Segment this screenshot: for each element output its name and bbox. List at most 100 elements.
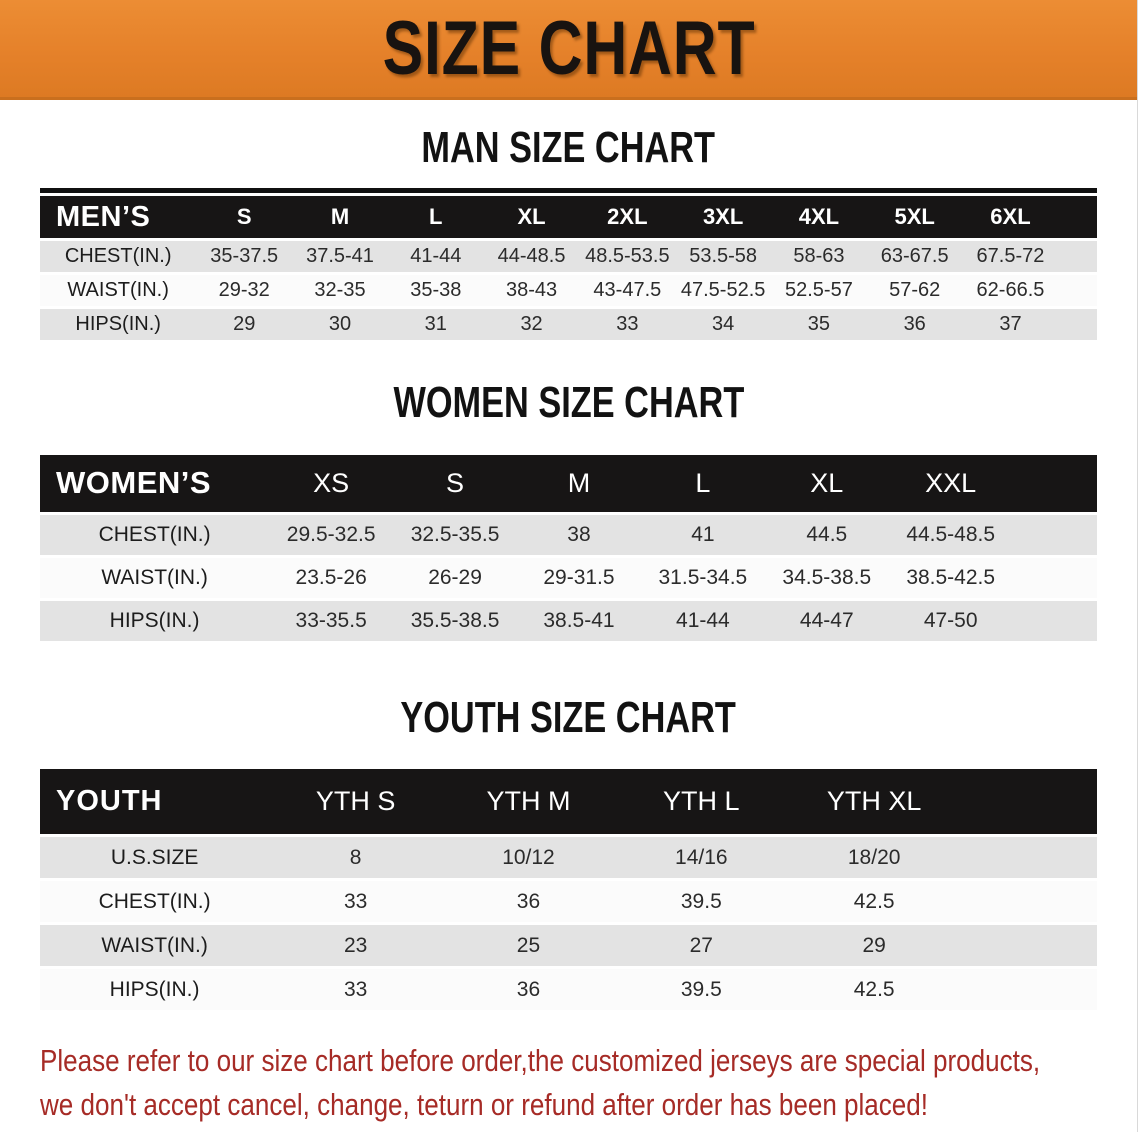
table-row: CHEST(IN.) 29.5-32.5 32.5-35.5 38 41 44.5 44.5…	[40, 514, 1097, 555]
row-filler	[1058, 241, 1097, 273]
data-cell: 38.5-42.5	[888, 557, 1013, 598]
column-header-2xl: 2XL	[579, 196, 676, 239]
column-header-m: M	[292, 196, 388, 239]
table-row: CHEST(IN.) 33 36 39.5 42.5	[40, 881, 1097, 923]
data-cell: 29-32	[196, 275, 293, 307]
data-cell: 32.5-35.5	[393, 514, 518, 555]
section-heading-women: WOMEN SIZE CHART	[0, 378, 1137, 427]
data-cell: 38-43	[483, 275, 580, 307]
data-cell: 33	[579, 309, 676, 341]
data-cell: 35	[771, 309, 867, 341]
table-body-women: CHEST(IN.) 29.5-32.5 32.5-35.5 38 41 44.5 44.5…	[40, 514, 1097, 641]
size-table-youth: YOUTH YTH S YTH M YTH L YTH XL U.S.SIZE 8 10/12…	[40, 766, 1097, 1013]
data-cell: 37.5-41	[292, 241, 388, 273]
data-cell: 33-35.5	[269, 600, 394, 641]
disclaimer: Please refer to our size chart before or…	[40, 1039, 1137, 1127]
data-cell: 29.5-32.5	[269, 514, 394, 555]
data-cell: 34	[675, 309, 772, 341]
column-header-s: S	[393, 454, 518, 512]
data-cell: 18/20	[787, 837, 961, 879]
data-cell: 29-31.5	[517, 557, 641, 598]
data-cell: 29	[196, 309, 293, 341]
row-filler	[1058, 309, 1097, 341]
corner-label-youth: YOUTH	[40, 769, 270, 835]
data-cell: 42.5	[787, 969, 961, 1011]
data-cell: 62-66.5	[962, 275, 1059, 307]
row-label: CHEST(IN.)	[40, 514, 270, 555]
disclaimer-line-2-text: we don't accept cancel, change, teturn o…	[40, 1087, 929, 1123]
table-row: WAIST(IN.) 23.5-26 26-29 29-31.5 31.5-34.5 34…	[40, 557, 1097, 598]
disclaimer-line-1: Please refer to our size chart before or…	[40, 1039, 1137, 1083]
table-row: U.S.SIZE 8 10/12 14/16 18/20	[40, 837, 1097, 879]
column-header-xs: XS	[269, 454, 394, 512]
row-filler	[960, 881, 1097, 923]
data-cell: 31.5-34.5	[640, 557, 765, 598]
column-header-3xl: 3XL	[675, 196, 772, 239]
disclaimer-line-1-text: Please refer to our size chart before or…	[40, 1043, 1041, 1079]
data-cell: 57-62	[866, 275, 963, 307]
data-cell: 8	[269, 837, 443, 879]
banner-title: SIZE CHART	[336, 5, 802, 91]
column-header-6xl: 6XL	[962, 196, 1059, 239]
table-row: CHEST(IN.) 35-37.5 37.5-41 41-44 44-48.5 48.5…	[40, 241, 1097, 273]
data-cell: 23	[269, 925, 443, 967]
row-filler	[1012, 600, 1097, 641]
size-table-women: WOMEN’S XS S M L XL XXL CHEST(IN.) 29.5-32.5 32.5…	[40, 452, 1097, 644]
data-cell: 36	[442, 881, 615, 923]
column-header-4xl: 4XL	[771, 196, 867, 239]
data-cell: 44-48.5	[483, 241, 580, 273]
data-cell: 44.5	[764, 514, 889, 555]
data-cell: 25	[442, 925, 615, 967]
section-women: WOMEN SIZE CHART WOMEN’S XS S M L XL XXL CHEST(I…	[0, 378, 1137, 644]
header-filler	[960, 769, 1097, 835]
row-label: U.S.SIZE	[40, 837, 270, 879]
data-cell: 37	[962, 309, 1059, 341]
header-filler	[1058, 196, 1097, 239]
data-cell: 44-47	[764, 600, 889, 641]
row-filler	[960, 969, 1097, 1011]
table-body-men: CHEST(IN.) 35-37.5 37.5-41 41-44 44-48.5 48.5…	[40, 241, 1097, 341]
section-men: MAN SIZE CHART MEN’S S M L XL 2XL 3XL 4XL 5XL 6XL C…	[0, 123, 1137, 343]
column-header-m: M	[517, 454, 641, 512]
column-header-yth-l: YTH L	[614, 769, 788, 835]
data-cell: 38.5-41	[517, 600, 641, 641]
data-cell: 35.5-38.5	[393, 600, 518, 641]
data-cell: 33	[269, 969, 443, 1011]
data-cell: 30	[292, 309, 388, 341]
data-cell: 36	[866, 309, 963, 341]
section-heading-men: MAN SIZE CHART	[0, 123, 1137, 172]
row-label: WAIST(IN.)	[40, 557, 270, 598]
data-cell: 32	[483, 309, 580, 341]
column-header-xxl: XXL	[888, 454, 1013, 512]
column-header-yth-s: YTH S	[269, 769, 443, 835]
data-cell: 52.5-57	[771, 275, 867, 307]
section-youth: YOUTH SIZE CHART YOUTH YTH S YTH M YTH L YTH …	[0, 693, 1137, 1013]
table-row: HIPS(IN.) 33-35.5 35.5-38.5 38.5-41 41-44 44-…	[40, 600, 1097, 641]
section-heading-youth: YOUTH SIZE CHART	[0, 693, 1137, 742]
data-cell: 39.5	[614, 881, 788, 923]
column-header-yth-m: YTH M	[442, 769, 615, 835]
data-cell: 14/16	[614, 837, 788, 879]
banner: SIZE CHART	[0, 0, 1137, 100]
table-head-youth: YOUTH YTH S YTH M YTH L YTH XL	[40, 769, 1097, 835]
row-label: CHEST(IN.)	[40, 241, 197, 273]
data-cell: 35-37.5	[196, 241, 293, 273]
row-filler	[960, 837, 1097, 879]
column-header-xl: XL	[764, 454, 889, 512]
column-header-xl: XL	[483, 196, 580, 239]
corner-label-men: MEN’S	[40, 196, 197, 239]
data-cell: 33	[269, 881, 443, 923]
data-cell: 44.5-48.5	[888, 514, 1013, 555]
header-row: WOMEN’S XS S M L XL XXL	[40, 454, 1097, 512]
row-filler	[1012, 557, 1097, 598]
data-cell: 41-44	[640, 600, 765, 641]
column-header-l: L	[640, 454, 765, 512]
data-cell: 36	[442, 969, 615, 1011]
banner-title-text: SIZE CHART	[382, 5, 755, 91]
column-header-l: L	[387, 196, 484, 239]
table-row: HIPS(IN.) 29 30 31 32 33 34 35 36 37	[40, 309, 1097, 341]
data-cell: 26-29	[393, 557, 518, 598]
row-filler	[960, 925, 1097, 967]
table-row: WAIST(IN.) 29-32 32-35 35-38 38-43 43-47.5 47.…	[40, 275, 1097, 307]
data-cell: 58-63	[771, 241, 867, 273]
